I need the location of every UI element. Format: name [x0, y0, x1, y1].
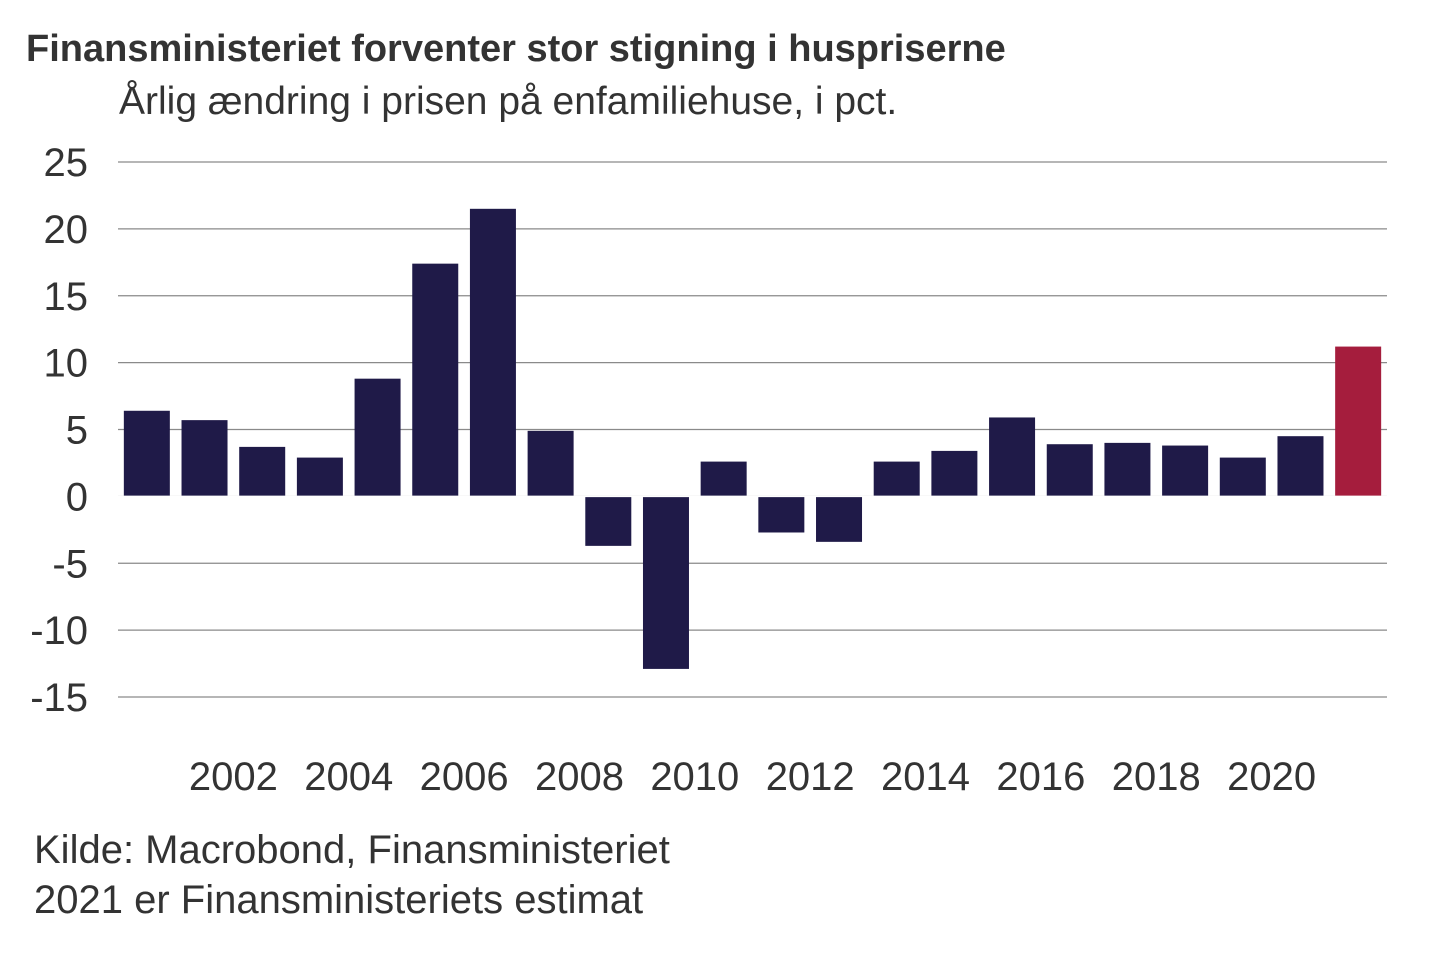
chart-title: Finansministeriet forventer stor stignin… [26, 28, 1006, 70]
source-note: Kilde: Macrobond, Finansministeriet [34, 828, 670, 872]
bar-2009 [642, 496, 689, 669]
bar-2007 [527, 430, 574, 497]
x-tick-label: 2008 [535, 755, 624, 799]
x-tick-label: 2018 [1112, 755, 1201, 799]
bar-2020 [1277, 436, 1324, 497]
x-tick-label: 2016 [996, 755, 1085, 799]
y-tick-label: 0 [66, 475, 88, 519]
x-tick-label: 2014 [881, 755, 970, 799]
y-tick-label: -5 [52, 542, 88, 586]
chart-subtitle: Årlig ændring i prisen på enfamiliehuse,… [119, 80, 898, 123]
bar-2016 [1046, 444, 1093, 497]
bar-2003 [296, 457, 343, 497]
bar-2015 [989, 417, 1036, 497]
bar-2002 [239, 446, 286, 497]
bar-2006 [469, 208, 516, 497]
bar-2001 [181, 420, 228, 497]
y-tick-label: 15 [44, 275, 89, 319]
bar-2012 [816, 496, 863, 542]
y-tick-label: 25 [44, 141, 89, 185]
x-tick-label: 2004 [304, 755, 393, 799]
bar-2017 [1104, 442, 1151, 497]
y-tick-label: -10 [30, 609, 88, 653]
bar-2008 [585, 496, 632, 546]
bar-2010 [700, 461, 747, 497]
y-tick-label: 5 [66, 409, 88, 453]
x-tick-label: 2002 [189, 755, 278, 799]
y-tick-label: -15 [30, 676, 88, 720]
bar-2019 [1219, 457, 1266, 497]
x-tick-label: 2012 [766, 755, 855, 799]
y-tick-label: 20 [44, 208, 89, 252]
y-tick-label: 10 [44, 342, 89, 386]
bar-2004 [354, 378, 401, 497]
bar-2011 [758, 496, 805, 533]
x-tick-label: 2020 [1227, 755, 1316, 799]
x-tick-label: 2010 [650, 755, 739, 799]
x-tick-label: 2006 [420, 755, 509, 799]
bar-2013 [873, 461, 920, 497]
bar-2000 [123, 410, 170, 497]
estimate-note: 2021 er Finansministeriets estimat [34, 878, 644, 922]
bar-2021 [1335, 346, 1382, 497]
bar-2018 [1162, 445, 1209, 497]
bar-2014 [931, 450, 978, 497]
bar-2005 [412, 263, 459, 497]
